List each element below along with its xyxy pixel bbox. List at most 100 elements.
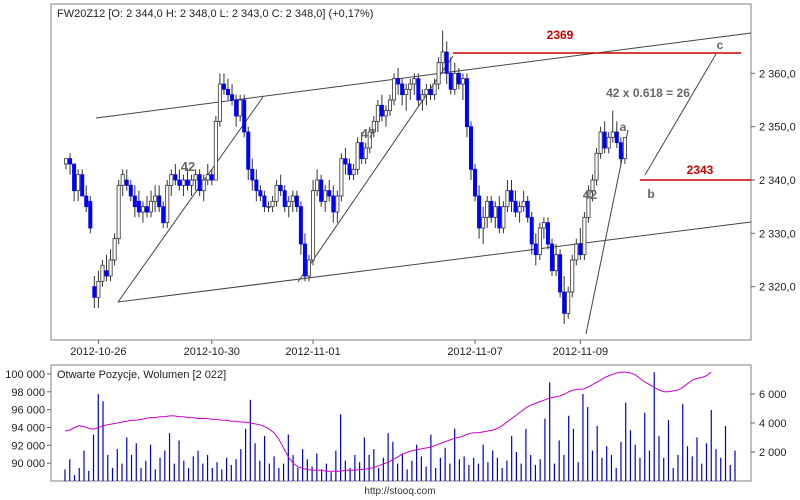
candle-body-up	[324, 191, 327, 202]
candle-body-down	[490, 201, 493, 217]
candle	[166, 180, 169, 228]
volume-panel-title: Otwarte Pozycje, Wolumen [2 022]	[57, 369, 226, 381]
candle	[311, 180, 314, 265]
candle-body-down	[534, 244, 537, 255]
candle	[559, 249, 562, 297]
candle-body-down	[263, 196, 266, 207]
candle-body-up	[425, 89, 428, 94]
candle-body-down	[125, 180, 128, 185]
point-a-label: a	[620, 120, 627, 134]
candle-body-down	[137, 201, 140, 212]
wave2-label: 47	[361, 126, 375, 141]
candle-body-up	[611, 132, 614, 137]
candle-body-down	[247, 132, 250, 169]
candle-body-up	[392, 79, 395, 100]
candle	[356, 137, 359, 174]
candle-body-up	[316, 180, 319, 191]
price-x-tick-label: 2012-11-07	[447, 346, 502, 358]
candle-body-up	[194, 175, 197, 180]
candle-body-down	[299, 207, 302, 244]
candle-body-down	[530, 217, 533, 244]
oi-tick-label: 100 000	[5, 369, 45, 381]
candle-body-up	[364, 148, 367, 159]
candle-body-up	[113, 239, 116, 260]
candle-body-up	[413, 79, 416, 84]
candle-body-down	[328, 191, 331, 196]
candle-body-up	[170, 175, 173, 186]
candle-body-up	[77, 175, 80, 191]
candle-body-down	[251, 169, 254, 180]
candle-body-down	[397, 79, 400, 84]
candle-body-down	[85, 196, 88, 207]
candle	[595, 148, 598, 185]
candle-body-down	[579, 244, 582, 255]
candle-body-up	[522, 201, 525, 206]
wave1-label: 42	[181, 159, 195, 174]
candle-body-down	[174, 175, 177, 180]
candle-body-down	[255, 180, 258, 191]
candle-body-up	[384, 111, 387, 116]
candle-body-up	[166, 185, 169, 222]
price-x-axis: 2012-10-26 2012-10-30 2012-11-01 2012-11-07…	[70, 340, 608, 358]
candle-body-down	[445, 52, 448, 73]
candle-body-up	[376, 105, 379, 121]
candle-body-up	[433, 84, 436, 95]
candle-body-up	[356, 143, 359, 170]
open-interest-axis: 90 00092 00094 00096 00098 000100 000	[5, 369, 51, 470]
candle-body-up	[486, 201, 489, 217]
price-y-tick-label: 2 330,0	[759, 228, 796, 240]
footer-url[interactable]: http://stooq.com	[0, 486, 800, 497]
candle-body-up	[494, 207, 497, 218]
candle-body-down	[465, 79, 468, 127]
candle	[117, 180, 120, 244]
candle-body-down	[615, 132, 618, 143]
candle-body-down	[303, 244, 306, 276]
candle-body-up	[595, 153, 598, 180]
candle-body-down	[429, 89, 432, 94]
candle-body-down	[320, 180, 323, 201]
candle-body-down	[546, 223, 549, 244]
candle-body-up	[571, 260, 574, 292]
candle-body-down	[457, 73, 460, 84]
price-y-axis: 2 320,0 2 330,0 2 340,0 2 350,0 2 360,0	[751, 68, 796, 293]
candle-body-up	[97, 281, 100, 297]
candle-body-down	[344, 159, 347, 164]
volume-axis: 2 0004 0006 000	[751, 389, 787, 459]
candle-body-down	[478, 196, 481, 228]
candle-body-up	[154, 196, 157, 201]
candle-body-down	[295, 196, 298, 207]
candle-body-up	[206, 175, 209, 180]
candle-body-up	[453, 73, 456, 89]
candle-body-down	[563, 292, 566, 313]
candle-body-down	[162, 207, 165, 223]
price-x-tick-label: 2012-10-30	[184, 346, 240, 358]
candle-body-up	[311, 191, 314, 260]
candle-body-down	[210, 175, 213, 180]
candle-body-up	[271, 201, 274, 206]
candle-body-up	[567, 292, 570, 313]
price-x-tick-label: 2012-10-26	[70, 346, 126, 358]
candle-body-down	[550, 244, 553, 271]
price-panel-frame	[51, 4, 751, 340]
candle-body-up	[421, 95, 424, 100]
candle-body-up	[267, 207, 270, 208]
candle-body-down	[145, 207, 148, 212]
candle-body-up	[214, 121, 217, 180]
candle-body-down	[279, 185, 282, 190]
candle-body-up	[437, 63, 440, 84]
candle-body-up	[506, 191, 509, 207]
candle-body-up	[182, 180, 185, 185]
candle-body-down	[89, 201, 92, 228]
candle-body-up	[599, 132, 602, 153]
candle-body-down	[222, 84, 225, 89]
candle-body-down	[417, 79, 420, 100]
candle-body-up	[64, 159, 67, 164]
candle-body-up	[149, 201, 152, 212]
candle-body-down	[235, 100, 238, 116]
candle-body-down	[198, 175, 201, 191]
price-y-tick-label: 2 320,0	[759, 282, 796, 294]
candle-body-up	[405, 89, 408, 94]
candle-body-up	[482, 217, 485, 228]
